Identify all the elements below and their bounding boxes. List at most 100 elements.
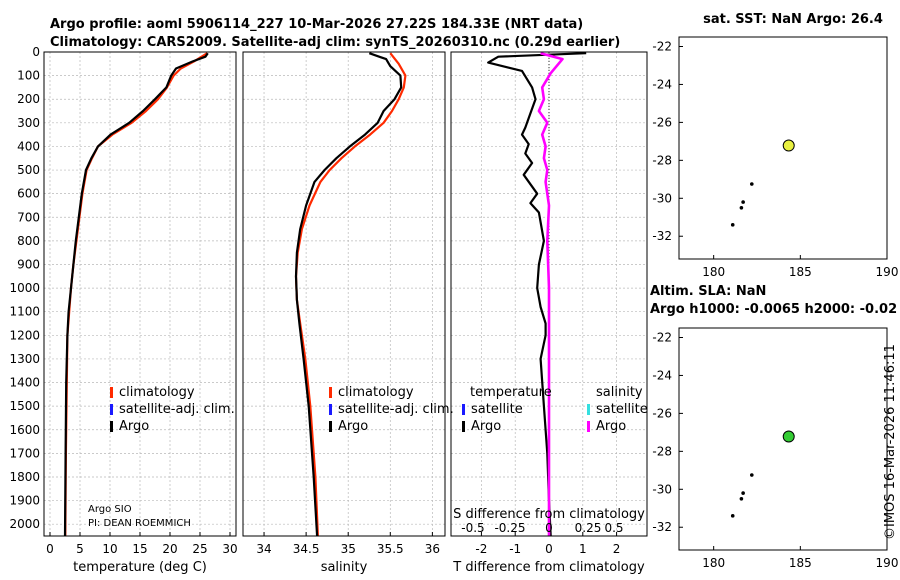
temperature-ytick-label: 900 (17, 257, 40, 271)
temperature-ytick-label: 200 (17, 92, 40, 106)
legend-entry: satellite (596, 402, 648, 417)
difference-s-xtick-label: -0.25 (494, 521, 525, 535)
sst-track-point (741, 200, 745, 204)
legend-swatch (329, 404, 332, 415)
temperature-ytick-label: 300 (17, 116, 40, 130)
difference-xtick-label: 0 (545, 542, 553, 556)
difference-s-xtick-label: 0.5 (604, 521, 623, 535)
sst-xtick-label: 180 (702, 265, 725, 279)
temperature-ytick-label: 500 (17, 163, 40, 177)
temperature-ytick-label: 800 (17, 234, 40, 248)
sst-track-point (730, 223, 735, 227)
temperature-xlabel: temperature (deg C) (73, 560, 207, 575)
salinity-series-argo (294, 52, 403, 537)
sst-ytick-label: -26 (652, 115, 672, 129)
sst-map-panel: -22 -24 -26 -28 -30 -32 180 185 190 sat. SST: NaN… (652, 12, 898, 279)
temperature-ytick-label: 400 (17, 139, 40, 153)
legend-swatch (462, 421, 465, 432)
difference-xtick-label: 2 (613, 542, 621, 556)
legend-swatch (110, 404, 113, 415)
salinity-series-climatology (294, 52, 407, 537)
sst-ytick-label: -32 (652, 229, 672, 243)
sla-current-profile-marker (782, 430, 795, 443)
legend-swatch (587, 421, 590, 432)
difference-xtick-label: -2 (475, 542, 487, 556)
difference-xtick-label: 1 (579, 542, 587, 556)
temperature-ytick-label: 1800 (9, 470, 40, 484)
title-line-2: Climatology: CARS2009. Satellite-adj cli… (50, 35, 620, 50)
sst-current-profile-marker (782, 139, 795, 152)
temperature-series-argo (63, 52, 209, 537)
temperature-ytick-label: 100 (17, 69, 40, 83)
sla-ytick-label: -28 (652, 444, 672, 458)
temperature-ytick-label: 1300 (9, 352, 40, 366)
difference-xlabel: T difference from climatology (452, 560, 645, 575)
sla-axes-frame (678, 327, 888, 551)
salinity-xlabel: salinity (321, 560, 368, 575)
temperature-xtick-label: 30 (222, 542, 237, 556)
sla-ytick-label: -30 (652, 482, 672, 496)
sla-track-point (730, 514, 735, 518)
legend-entry: Argo (471, 419, 501, 434)
salinity-xtick-label: 35.5 (377, 542, 404, 556)
temperature-ytick-label: 2000 (9, 517, 40, 531)
sla-ytick-label: -22 (652, 330, 672, 344)
temperature-series-climatology (64, 52, 208, 537)
temperature-ytick-label: 1400 (9, 376, 40, 390)
temperature-xtick-label: 25 (192, 542, 207, 556)
legend-swatch (587, 404, 590, 415)
salinity-xtick-label: 34 (256, 542, 271, 556)
annotation-pi-name: PI: DEAN ROEMMICH (88, 518, 191, 529)
salinity-xtick-label: 34.5 (293, 542, 320, 556)
legend-entry: satellite-adj. clim. (338, 402, 454, 417)
temperature-xtick-label: 15 (132, 542, 147, 556)
legend-temperature-title: temperature (470, 385, 552, 400)
temperature-ytick-label: 1600 (9, 423, 40, 437)
sst-ytick-label: -28 (652, 153, 672, 167)
legend-entry: climatology (338, 385, 414, 400)
temperature-ytick-label: 600 (17, 187, 40, 201)
temperature-ytick-label: 1900 (9, 494, 40, 508)
salinity-axes-frame (242, 51, 446, 537)
sla-title-line-1: Altim. SLA: NaN (650, 284, 766, 299)
temperature-xtick-label: 10 (102, 542, 117, 556)
legend-entry: Argo (119, 419, 149, 434)
temperature-ytick-label: 0 (32, 45, 40, 59)
sst-ytick-label: -24 (652, 77, 672, 91)
legend-entry: Argo (596, 419, 626, 434)
sla-xtick-label: 180 (702, 556, 725, 570)
legend-salinity-title: salinity (596, 385, 643, 400)
sla-ytick-label: -32 (652, 520, 672, 534)
sla-ytick-label: -26 (652, 406, 672, 420)
difference-series-s-difference-argo- (537, 51, 564, 536)
legend-swatch (462, 404, 465, 415)
sst-axes-frame (678, 36, 888, 260)
salinity-xtick-label: 36 (425, 542, 440, 556)
salinity-xtick-label: 35 (341, 542, 356, 556)
difference-axes-frame (450, 51, 648, 537)
temperature-ytick-label: 1200 (9, 328, 40, 342)
legend-swatch (329, 387, 332, 398)
difference-s-xtick-label: 0.25 (575, 521, 602, 535)
legend-entry: Argo (338, 419, 368, 434)
annotation-float-owner: Argo SIO (88, 504, 132, 515)
temperature-ytick-label: 700 (17, 210, 40, 224)
temperature-ytick-label: 1000 (9, 281, 40, 295)
sla-track-point (739, 496, 744, 501)
legend-entry: satellite (471, 402, 523, 417)
temperature-ytick-label: 1500 (9, 399, 40, 413)
temperature-xtick-label: 0 (46, 542, 54, 556)
sla-title-line-2: Argo h1000: -0.0065 h2000: -0.02 (650, 302, 897, 317)
sst-xtick-label: 190 (876, 265, 899, 279)
sst-xtick-label: 185 (789, 265, 812, 279)
difference-s-xtick-label: -0.5 (461, 521, 484, 535)
temperature-ytick-label: 1100 (9, 305, 40, 319)
temperature-xtick-label: 5 (76, 542, 84, 556)
sst-track-point (750, 182, 754, 186)
sla-track-point (750, 473, 754, 477)
temperature-panel: 0 5 10 15 20 25 30 temperature (deg C) 0 100 200 30… (9, 45, 237, 575)
sla-map-panel: -22 -24 -26 -28 -30 -32 180 185 190 Altim. SLA: N… (650, 284, 898, 570)
difference-s-xlabel: S difference from climatology (453, 507, 645, 522)
sla-track-point (741, 491, 745, 495)
